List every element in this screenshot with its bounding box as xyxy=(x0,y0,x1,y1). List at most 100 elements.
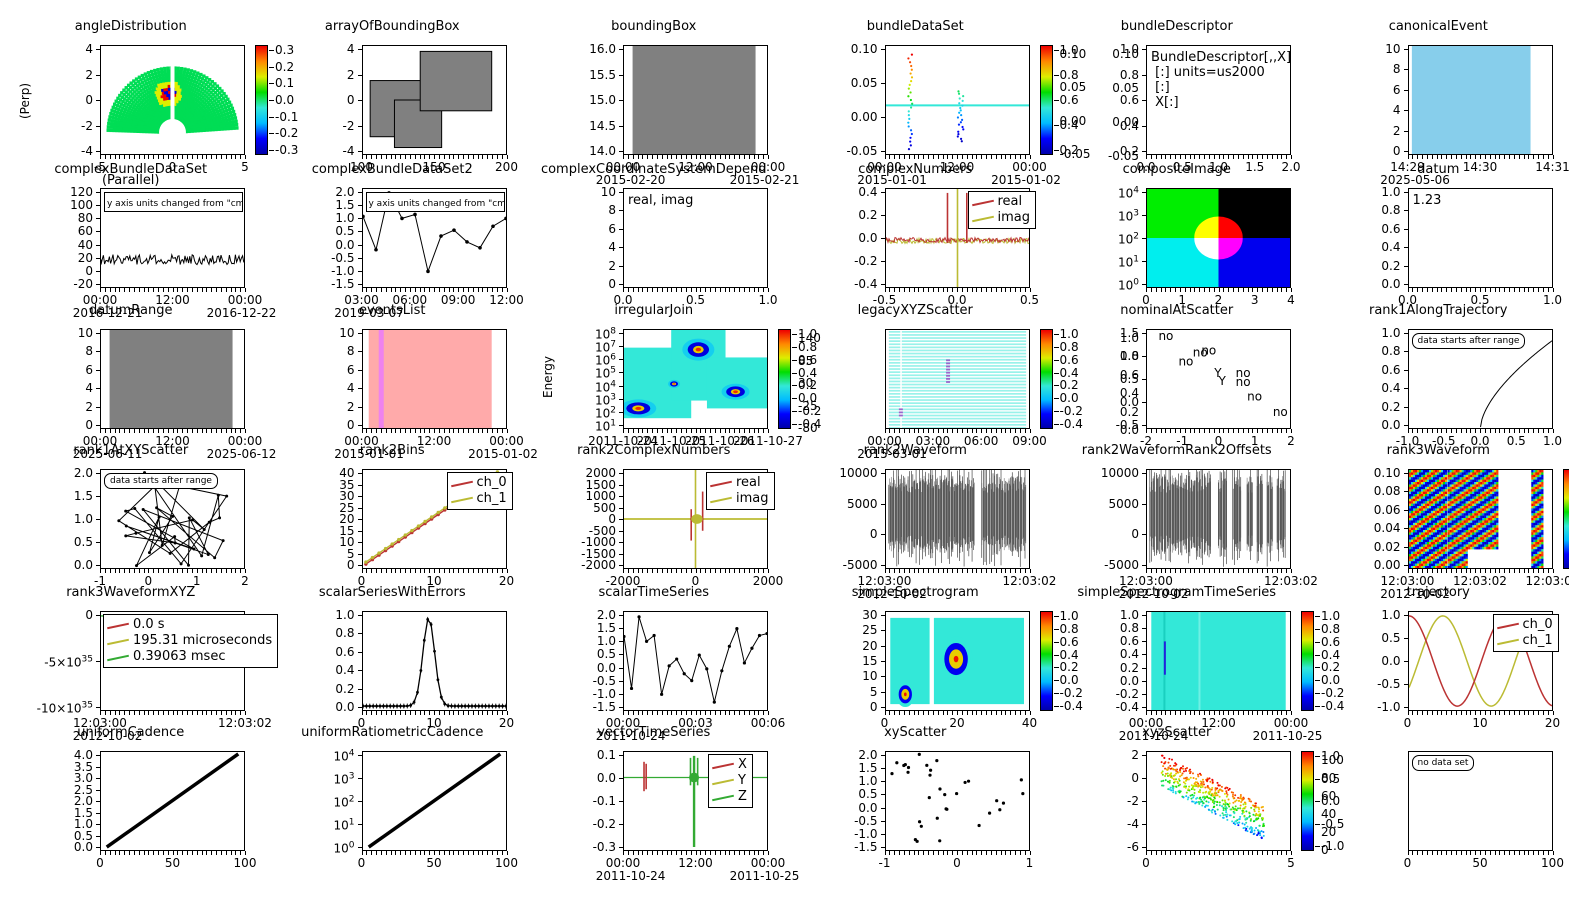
y-tick-label: 0.0 xyxy=(1381,654,1401,668)
x-tick xyxy=(100,711,101,715)
x-tick xyxy=(1257,288,1259,292)
x-tick xyxy=(724,851,726,855)
x-tick xyxy=(1431,569,1433,573)
plot-scalarTimeSeries: scalarTimeSeries 2.0 1.5 1.0 0.5 0.0 -0.5 -1.0-… xyxy=(523,586,786,746)
x-tick xyxy=(371,569,373,573)
plot-title: scalarSeriesWithErrors xyxy=(318,585,466,600)
x-tick xyxy=(647,288,649,292)
y-tick xyxy=(880,807,886,809)
x-tick xyxy=(1451,155,1452,159)
x-tick xyxy=(894,429,896,433)
x-tick xyxy=(1005,569,1007,573)
x-tick xyxy=(385,429,387,433)
x-tick xyxy=(240,711,242,715)
x-tick xyxy=(1542,429,1544,433)
x-tick xyxy=(100,288,101,292)
y-tick xyxy=(357,100,363,101)
x-tick xyxy=(1208,155,1210,159)
x-tick xyxy=(409,155,411,159)
y-tick-label: 5 xyxy=(346,546,355,561)
y-tick-label: 100 xyxy=(1117,277,1139,293)
x-tick-label: 00:00 xyxy=(1273,716,1309,730)
x-tick xyxy=(884,288,886,292)
y-tick-label: 0.6 xyxy=(1381,362,1401,377)
x-tick xyxy=(453,288,455,292)
x-tick xyxy=(211,711,213,715)
x-tick xyxy=(496,288,498,292)
color-bar-label: 0.2 xyxy=(1059,378,1079,393)
plot-frame xyxy=(623,188,768,288)
x-tick xyxy=(1029,711,1031,715)
x-tick xyxy=(448,851,450,855)
x-tick xyxy=(913,711,915,715)
x-tick xyxy=(1252,851,1254,855)
x-tick xyxy=(1208,851,1210,855)
y-tick-label: 8 xyxy=(85,344,93,359)
x-tick xyxy=(724,569,726,573)
x-tick xyxy=(1509,569,1510,573)
x-tick xyxy=(182,851,184,855)
y-tick-label: 16.0 xyxy=(589,42,616,56)
y-tick xyxy=(1142,284,1147,285)
x-tick-label: 0 xyxy=(1403,856,1412,870)
y-tick-label: 100 xyxy=(70,198,93,213)
y-tick-label: 80 xyxy=(77,211,93,226)
x-tick xyxy=(748,429,750,433)
x-tick xyxy=(1170,429,1172,433)
x-tick xyxy=(100,155,101,159)
x-tick xyxy=(119,711,121,715)
x-tick xyxy=(705,288,707,292)
y-tick-label: 107 xyxy=(594,339,616,355)
x-tick xyxy=(652,851,653,855)
color-bar xyxy=(1301,751,1314,851)
y-tick xyxy=(619,228,624,230)
y-tick-label: 15.5 xyxy=(589,67,616,82)
y-tick xyxy=(96,100,101,101)
x-tick xyxy=(463,288,464,292)
x-tick xyxy=(230,288,232,292)
y-tick-label: 0.8 xyxy=(1119,621,1139,636)
y-tick xyxy=(1142,425,1147,426)
x-tick xyxy=(158,569,159,573)
x-tick xyxy=(424,155,426,159)
x-tick xyxy=(986,429,987,433)
x-tick-label: 09:00 xyxy=(1012,434,1047,448)
x-tick xyxy=(1218,711,1220,715)
x-tick xyxy=(1470,851,1472,855)
x-tick xyxy=(990,429,992,433)
x-tick xyxy=(216,569,217,573)
y-tick xyxy=(619,654,624,656)
color-bar-label: -0.3 xyxy=(275,143,299,157)
y-tick xyxy=(1403,707,1409,708)
x-tick xyxy=(966,155,968,159)
x-tick xyxy=(395,851,397,855)
x-tick xyxy=(1155,155,1157,159)
x-tick xyxy=(1431,288,1433,292)
y-tick-label: 0.6 xyxy=(1119,93,1139,107)
x-tick xyxy=(492,288,493,292)
y-tick xyxy=(96,661,101,662)
color-bar xyxy=(778,329,791,429)
x-tick xyxy=(1189,569,1191,573)
plot-text: BundleDescriptor[,,X] [:] units=us2000 [… xyxy=(1151,50,1292,110)
x-tick xyxy=(961,429,963,433)
y-tick xyxy=(96,835,101,837)
x-tick xyxy=(463,569,464,573)
y-tick-label: 0.5 xyxy=(1119,372,1139,386)
y-tick-label: 0.0 xyxy=(596,660,616,675)
x-axis-date-right: 2015-02-21 xyxy=(729,173,800,187)
y-tick xyxy=(880,261,886,262)
plot-title: complexBundleDataSet xyxy=(54,162,208,177)
y-tick xyxy=(96,333,101,334)
plot-rank2Waveform: rank2Waveform 10000 5000 0 -5000 12:03:00 12:0… xyxy=(785,444,1056,604)
y-tick-label: -0.3 xyxy=(592,840,616,854)
x-tick xyxy=(976,569,978,573)
x-tick xyxy=(758,569,760,573)
legend-item: ch_1 xyxy=(1496,633,1553,649)
color-bar-label: 0.6 xyxy=(1321,634,1341,649)
x-tick xyxy=(1262,711,1263,715)
x-tick xyxy=(1504,429,1506,433)
x-tick xyxy=(240,155,242,159)
plot-legend: ch_0 ch_1 xyxy=(446,472,513,510)
y-tick-label: 0.0 xyxy=(335,237,355,252)
